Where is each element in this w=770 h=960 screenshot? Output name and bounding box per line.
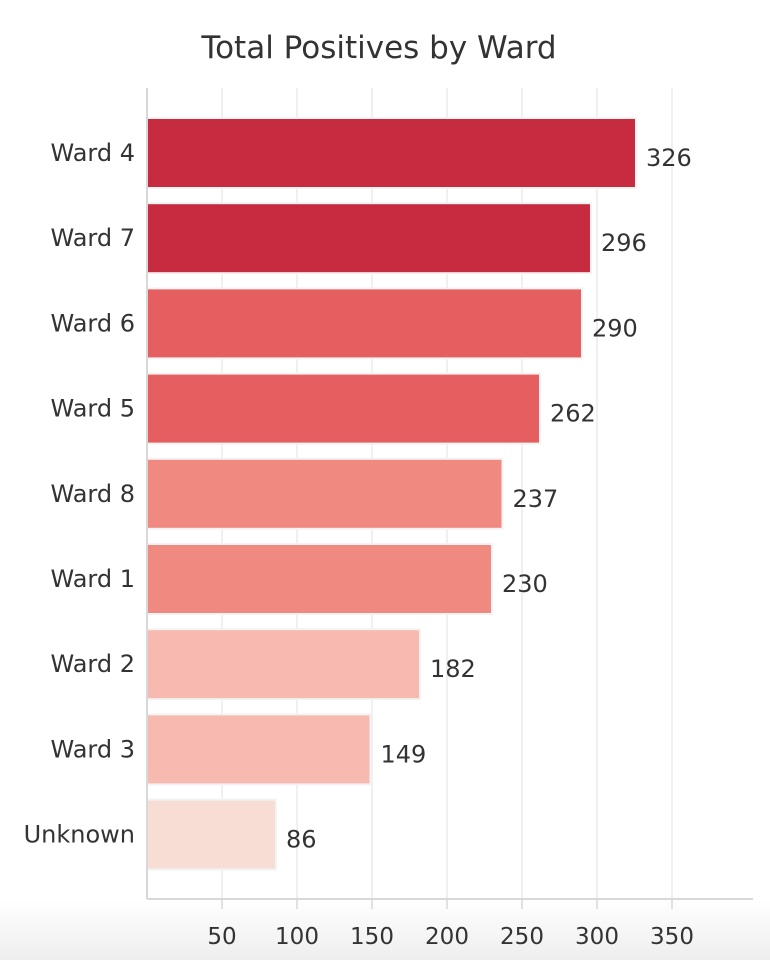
category-label: Ward 6 [51,309,135,337]
bar [146,372,541,445]
data-label: 149 [381,740,427,768]
data-label: 237 [513,485,559,513]
data-label: 86 [286,826,317,854]
x-tick-label: 350 [650,924,694,950]
data-label: 230 [502,570,548,598]
x-tick-label: 250 [500,924,544,950]
x-tick-label: 150 [350,924,394,950]
data-label: 262 [550,400,596,428]
category-label: Ward 4 [51,139,135,167]
chart-title: Total Positives by Ward [200,30,556,66]
category-label: Ward 7 [51,224,135,252]
bar [146,798,277,871]
bar [146,457,504,530]
bar [146,202,592,275]
x-tick-label: 100 [275,924,319,950]
data-label: 296 [601,229,647,257]
bar [146,543,493,615]
category-label: Ward 5 [51,395,135,423]
category-label: Unknown [24,821,135,849]
x-tick-label: 300 [575,924,619,950]
bar [146,287,583,360]
x-tick-label: 50 [207,924,236,950]
data-label: 182 [430,655,476,683]
x-tick-label: 200 [425,924,469,950]
data-label: 290 [592,314,638,342]
bar [146,713,372,786]
bar [146,117,637,189]
category-label: Ward 3 [51,735,135,763]
data-label: 326 [646,144,692,172]
category-label: Ward 8 [51,480,135,508]
bar [146,628,421,701]
category-label: Ward 1 [51,565,135,593]
category-label: Ward 2 [51,650,135,678]
